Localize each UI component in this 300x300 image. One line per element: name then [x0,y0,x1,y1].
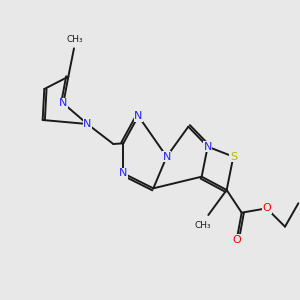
Text: N: N [203,142,212,152]
Text: N: N [163,152,171,162]
Text: S: S [230,152,237,162]
Text: N: N [134,111,142,121]
Text: CH₃: CH₃ [194,221,211,230]
Text: N: N [83,119,92,129]
Text: N: N [119,168,128,178]
Text: N: N [59,98,68,108]
Text: CH₃: CH₃ [67,35,83,44]
Text: O: O [262,203,271,213]
Text: O: O [232,235,241,245]
